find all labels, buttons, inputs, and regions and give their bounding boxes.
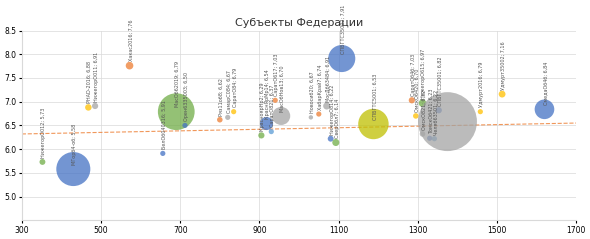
Text: ОмскО821; 6,32: ОмскО821; 6,32: [421, 90, 427, 130]
Point: [38, 160, 47, 164]
Point: [181, 124, 190, 127]
Point: [68, 167, 78, 171]
Text: НижегорО615; 6,97: НижегорО615; 6,97: [421, 49, 427, 99]
Point: [407, 98, 417, 102]
Text: Челяб63501; 6,22: Челяб63501; 6,22: [433, 89, 438, 135]
Text: ТомскОб421; 6,23: ТомскОб421; 6,23: [428, 89, 434, 134]
Point: [540, 107, 549, 111]
Text: СамарС084; 6,67: СамарС084; 6,67: [227, 70, 232, 113]
Text: БелОб040316; 5,91: БелОб040316; 5,91: [162, 100, 167, 149]
Point: [425, 136, 434, 140]
Text: НижегорО011; 6,91: НижегорО011; 6,91: [94, 52, 99, 102]
Text: МасОб62019; 6,79: МасОб62019; 6,79: [175, 61, 180, 108]
Title: Субъекты Федерации: Субъекты Федерации: [235, 18, 363, 28]
Text: НижегорО814; 6,22: НижегорО814; 6,22: [330, 84, 335, 135]
Point: [257, 133, 266, 137]
Text: МасОбНов13; 6,70: МасОбНов13; 6,70: [280, 65, 285, 112]
Text: Удмурт35002; 7,16: Удмурт35002; 7,16: [501, 41, 506, 90]
Point: [125, 64, 135, 68]
Text: Новосиб20; 6,67: Новосиб20; 6,67: [310, 71, 314, 113]
Text: ОмскО6420; 6,70: ОмскО6420; 6,70: [415, 68, 419, 112]
Point: [337, 57, 346, 60]
Text: Орен6335003; 6,50: Орен6335003; 6,50: [184, 72, 189, 121]
Point: [223, 115, 232, 119]
Point: [369, 122, 378, 126]
Text: СмедаОб4б; 6,84: СмедаОб4б; 6,84: [543, 62, 548, 105]
Point: [476, 110, 485, 114]
Text: СверОбл7; 6,14: СверОбл7; 6,14: [335, 99, 340, 138]
Point: [90, 104, 100, 108]
Text: СПБГТС5001; 6,53: СПБГТС5001; 6,53: [372, 73, 378, 120]
Point: [84, 105, 93, 109]
Text: МГорб4-об; 5,58: МГорб4-об; 5,58: [72, 124, 77, 165]
Point: [430, 137, 439, 141]
Text: КрасноярНр2; 6,29: КрасноярНр2; 6,29: [260, 83, 266, 131]
Text: ХабарКрай7; 6,74: ХабарКрай7; 6,74: [317, 64, 323, 110]
Text: НижегорО012; 5,73: НижегорО012; 5,73: [41, 107, 47, 158]
Text: КраснЯрМр14; 6,54: КраснЯрМр14; 6,54: [266, 70, 270, 119]
Point: [172, 110, 181, 114]
Text: РHAD-2016; 6,88: РHAD-2016; 6,88: [87, 61, 92, 103]
Point: [331, 141, 340, 144]
Point: [314, 112, 323, 116]
Text: СаратО821; 6,37: СаратО821; 6,37: [270, 85, 275, 127]
Point: [277, 114, 286, 118]
Point: [434, 108, 444, 112]
Text: СаратО617; 7,03: СаратО617; 7,03: [274, 54, 279, 96]
Point: [418, 132, 427, 136]
Text: Хакас2016; 7,76: Хакас2016; 7,76: [129, 20, 133, 61]
Point: [497, 92, 507, 96]
Text: МосДб63484; 6,91: МосДб63484; 6,91: [326, 56, 330, 102]
Point: [418, 101, 427, 105]
Text: СПБГТС35001; 6,82: СПБГТС35001; 6,82: [438, 57, 442, 106]
Text: СаратОб4б; 7,03: СаратОб4б; 7,03: [411, 54, 416, 96]
Text: Удмурт2016; 6,79: Удмурт2016; 6,79: [479, 62, 484, 108]
Point: [158, 152, 168, 155]
Point: [442, 120, 452, 124]
Point: [229, 110, 238, 114]
Point: [326, 137, 335, 141]
Point: [267, 130, 276, 134]
Text: Ряз11об8; 6,62: Ряз11об8; 6,62: [219, 78, 224, 116]
Point: [306, 115, 316, 119]
Point: [322, 104, 332, 108]
Point: [411, 114, 421, 118]
Point: [215, 118, 225, 122]
Text: СаратО84; 6,79: СаратО84; 6,79: [232, 68, 238, 108]
Point: [262, 122, 271, 125]
Text: СПБГТС35002; 7,91: СПБГТС35002; 7,91: [340, 5, 346, 54]
Point: [271, 98, 280, 102]
